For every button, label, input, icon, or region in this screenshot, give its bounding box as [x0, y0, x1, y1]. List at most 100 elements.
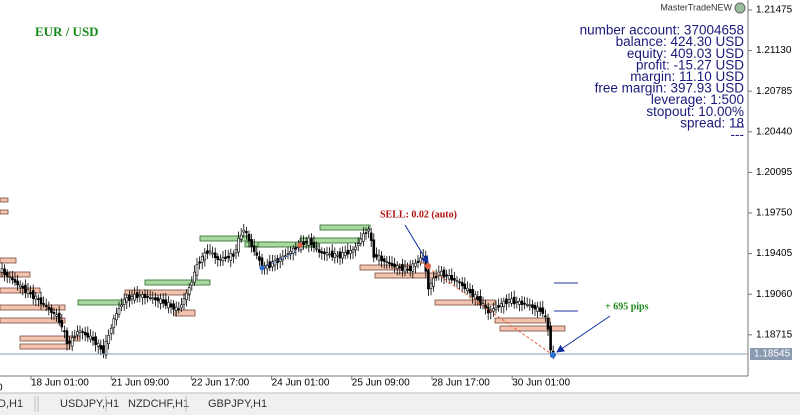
candle-body	[310, 238, 313, 246]
trade-annotation: SELL: 0.02 (auto)	[380, 209, 457, 220]
candle-body	[281, 255, 285, 261]
time-label: 18 Jun 01:00	[31, 378, 89, 389]
time-label: 25 Jun 09:00	[352, 378, 410, 389]
symbol-tab[interactable]: USDJPY,H1	[60, 398, 119, 410]
candle-body	[60, 320, 64, 328]
candle-body	[117, 308, 121, 315]
candle-body	[122, 298, 126, 305]
candle-body	[455, 280, 459, 282]
candle-body	[193, 271, 196, 283]
candle-body	[164, 299, 168, 306]
candle-body	[494, 306, 498, 310]
candle-body	[21, 285, 25, 289]
symbol-tab[interactable]: NZDCHF,H1	[128, 398, 189, 410]
candle-body	[18, 284, 22, 287]
candle-body	[403, 266, 407, 273]
price-label: 1.20785	[756, 86, 793, 97]
candle-body	[294, 247, 298, 250]
candle-body	[476, 296, 480, 301]
candle-body	[278, 257, 282, 262]
candle-body	[70, 337, 74, 347]
candle-body	[291, 248, 295, 254]
candle-body	[13, 279, 17, 283]
candle-body	[224, 256, 227, 259]
candle-body	[130, 296, 134, 300]
trade-line	[261, 249, 301, 269]
candle-body	[427, 269, 430, 290]
symbol-tab[interactable]: GBPJPY,H1	[208, 398, 267, 410]
candle-body	[8, 276, 12, 278]
candle-body	[50, 307, 53, 313]
account-info: spread: 18	[680, 115, 744, 130]
candle-body	[330, 250, 334, 258]
candle-body	[286, 253, 290, 255]
candle-body	[507, 299, 511, 303]
candle-body	[156, 297, 160, 302]
candle-body	[546, 317, 550, 330]
candle-body	[94, 336, 97, 345]
price-label: 1.18715	[756, 329, 793, 340]
zone-box	[0, 317, 66, 324]
candle-body	[315, 248, 318, 250]
price-label: 1.20440	[756, 126, 793, 137]
candle-body	[234, 249, 238, 254]
candle-body	[338, 251, 342, 259]
trade-marker	[297, 242, 303, 248]
symbol-tab[interactable]: D,H1	[0, 398, 23, 410]
time-label: 0	[0, 383, 3, 394]
candle-body	[385, 261, 389, 263]
candle-body	[213, 252, 217, 259]
candle-body	[367, 229, 370, 232]
candle-body	[91, 336, 95, 341]
candle-body	[73, 336, 77, 339]
candle-body	[362, 233, 365, 242]
candle-body	[143, 293, 147, 299]
arrow	[404, 224, 429, 264]
candle-body	[76, 331, 79, 336]
candle-body	[265, 264, 269, 270]
candle-body	[388, 262, 391, 265]
account-info: stopout: 10.00%	[646, 104, 744, 119]
candle-body	[351, 249, 355, 253]
tab-bar	[0, 393, 800, 415]
price-label: 1.19405	[756, 248, 793, 259]
candle-body	[401, 264, 404, 271]
candle-body	[541, 307, 545, 314]
zone-box	[257, 241, 319, 248]
candle-body	[349, 250, 352, 254]
zone-box	[0, 257, 17, 264]
candle-body	[380, 255, 383, 262]
candle-body	[429, 283, 433, 289]
candle-body	[375, 254, 378, 258]
candle-body	[536, 306, 539, 312]
candle-body	[81, 331, 84, 333]
account-info: equity: 409.03 USD	[627, 46, 744, 61]
zone-box	[0, 209, 9, 215]
account-info: margin: 11.10 USD	[630, 69, 744, 84]
candle-body	[206, 250, 209, 254]
candle-body	[245, 231, 248, 234]
candle-body	[68, 340, 71, 344]
candle-body	[216, 256, 220, 260]
current-price: 1.18545	[754, 349, 791, 360]
account-info: profit: -15.27 USD	[636, 57, 744, 72]
candle-body	[229, 253, 233, 261]
candle-body	[434, 276, 438, 279]
price-label: 1.21475	[756, 5, 793, 16]
candle-body	[414, 262, 417, 267]
candle-body	[55, 314, 58, 317]
candle-body	[99, 344, 103, 350]
candle-body	[161, 299, 165, 304]
candle-body	[408, 265, 412, 272]
candle-body	[177, 308, 181, 310]
symbol-label: EUR / USD	[35, 24, 99, 39]
candle-body	[180, 304, 183, 309]
candle-body	[148, 297, 152, 299]
time-label: 24 Jun 01:00	[272, 378, 330, 389]
candle-body	[497, 305, 500, 308]
candle-body	[377, 255, 381, 261]
candle-body	[460, 282, 464, 287]
candle-body	[29, 292, 32, 295]
candle-body	[453, 277, 456, 281]
